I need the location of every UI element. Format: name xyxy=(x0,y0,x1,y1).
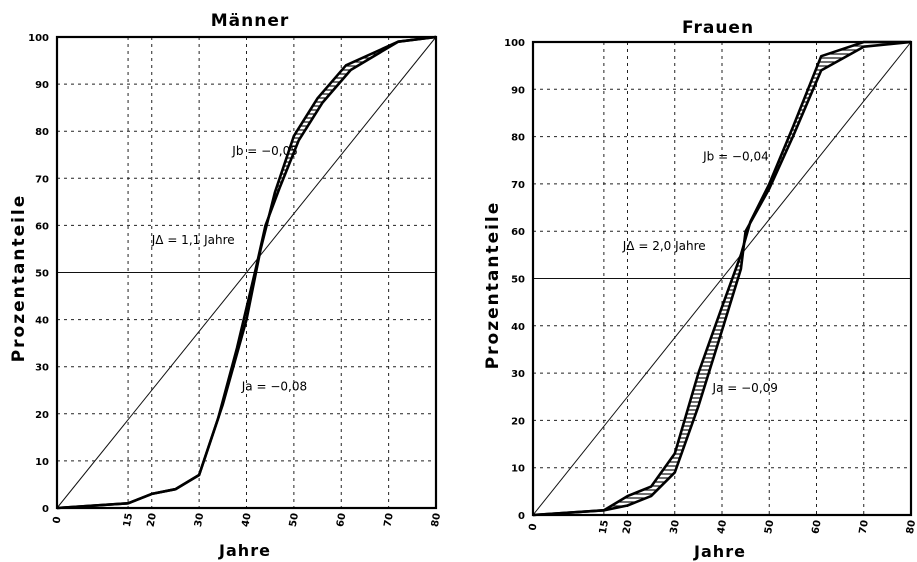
x-tick-label: 40 xyxy=(716,519,729,535)
annotations: Jb = −0,04 JΔ = 2,0 Jahre Ja = −0,09 xyxy=(622,149,778,395)
series-lines xyxy=(532,40,912,517)
reference-lines xyxy=(56,36,437,509)
x-tick-labels: 0 15 20 30 40 50 60 70 80 xyxy=(51,512,443,528)
y-tick-label: 70 xyxy=(35,174,49,185)
x-tick-label: 15 xyxy=(598,519,611,535)
y-tick-label: 90 xyxy=(511,85,525,96)
series-line-2 xyxy=(532,40,912,517)
x-tick-label: 30 xyxy=(193,512,206,528)
x-tick-label: 80 xyxy=(905,519,917,535)
reference-lines xyxy=(532,41,912,516)
series-line-2 xyxy=(56,35,437,510)
chart-frauen: Frauen Prozentanteile Jahre 0 10 20 30 40 50 6… xyxy=(483,18,917,561)
x-tick-label: 60 xyxy=(810,519,823,535)
annotation-jb: Jb = −0,04 xyxy=(702,149,769,163)
x-axis-label: Jahre xyxy=(218,541,271,560)
y-tick-label: 20 xyxy=(511,416,525,427)
plot-frame xyxy=(531,40,913,517)
y-tick-label: 50 xyxy=(35,269,49,280)
x-tick-label: 80 xyxy=(430,512,443,528)
annotation-jdelta: JΔ = 1,1 Jahre xyxy=(151,233,235,247)
x-tick-label: 20 xyxy=(146,512,159,528)
annotations: Jb = −0,05 JΔ = 1,1 Jahre Ja = −0,08 xyxy=(151,144,307,394)
y-tick-label: 100 xyxy=(504,38,525,49)
y-tick-label: 20 xyxy=(35,410,49,421)
y-tick-label: 80 xyxy=(35,127,49,138)
annotation-ja: Ja = −0,09 xyxy=(712,381,778,395)
y-tick-label: 80 xyxy=(511,133,525,144)
x-tick-label: 50 xyxy=(288,512,301,528)
y-axis-label: Prozentanteile xyxy=(9,194,29,363)
y-axis-label: Prozentanteile xyxy=(483,201,503,370)
annotation-jdelta: JΔ = 2,0 Jahre xyxy=(622,239,706,253)
annotation-jb: Jb = −0,05 xyxy=(231,144,298,158)
y-tick-label: 60 xyxy=(511,227,525,238)
x-tick-label: 15 xyxy=(122,512,135,528)
y-tick-labels: 0 10 20 30 40 50 60 70 80 90 100 xyxy=(504,38,525,522)
x-axis-label: Jahre xyxy=(693,542,746,561)
x-tick-label: 40 xyxy=(240,512,253,528)
series-line-1 xyxy=(532,40,911,517)
series-lines xyxy=(56,35,437,510)
x-tick-label: 20 xyxy=(621,519,634,535)
x-tick-label: 70 xyxy=(382,512,395,528)
x-tick-label: 30 xyxy=(669,519,682,535)
x-tick-label: 0 xyxy=(51,516,63,525)
chart-title: Männer xyxy=(211,11,290,31)
y-tick-label: 40 xyxy=(35,316,49,327)
grid xyxy=(57,37,436,508)
y-tick-label: 10 xyxy=(35,457,49,468)
y-tick-label: 10 xyxy=(511,464,525,475)
plot-border xyxy=(55,35,438,510)
chart-title: Frauen xyxy=(682,18,754,38)
y-tick-label: 70 xyxy=(511,180,525,191)
grid xyxy=(533,42,911,515)
y-tick-label: 90 xyxy=(35,80,49,91)
plot-frame xyxy=(55,35,438,510)
chart-maenner: Männer Prozentanteile Jahre 0 10 20 30 40 50 6… xyxy=(9,11,443,560)
x-tick-label: 50 xyxy=(763,519,776,535)
x-tick-labels: 0 15 20 30 40 50 60 70 80 xyxy=(527,519,917,535)
x-tick-label: 0 xyxy=(527,523,539,532)
x-tick-label: 70 xyxy=(858,519,871,535)
plot-border xyxy=(531,40,913,517)
y-tick-labels: 0 10 20 30 40 50 60 70 80 90 100 xyxy=(28,33,49,515)
y-tick-label: 100 xyxy=(28,33,49,44)
annotation-ja: Ja = −0,08 xyxy=(241,379,307,393)
x-tick-label: 60 xyxy=(335,512,348,528)
y-tick-label: 50 xyxy=(511,275,525,286)
y-tick-label: 0 xyxy=(518,511,525,522)
y-tick-label: 60 xyxy=(35,221,49,232)
y-tick-label: 40 xyxy=(511,322,525,333)
y-tick-label: 30 xyxy=(511,369,525,380)
y-tick-label: 0 xyxy=(42,504,49,515)
y-tick-label: 30 xyxy=(35,363,49,374)
